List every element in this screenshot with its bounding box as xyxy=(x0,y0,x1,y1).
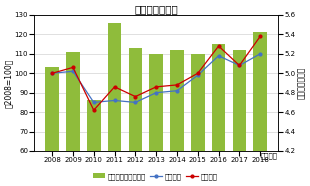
Bar xyxy=(87,100,100,186)
Bar xyxy=(129,48,142,186)
Bar xyxy=(212,44,225,186)
Bar xyxy=(170,50,184,186)
Text: （年度）: （年度） xyxy=(261,152,278,159)
Legend: 世帯年収比（右軍）, 世帯年収, 購入価格: 世帯年収比（右軍）, 世帯年収, 購入価格 xyxy=(90,170,220,182)
Y-axis label: （世帯年収比）: （世帯年収比） xyxy=(297,67,306,99)
Bar xyxy=(45,67,59,186)
Y-axis label: （2008=100）: （2008=100） xyxy=(4,58,13,108)
Bar xyxy=(149,54,163,186)
Bar xyxy=(233,50,246,186)
Title: 新築マンション: 新築マンション xyxy=(134,4,178,14)
Bar xyxy=(191,54,205,186)
Bar xyxy=(66,52,80,186)
Bar xyxy=(254,32,267,186)
Bar xyxy=(108,23,121,186)
